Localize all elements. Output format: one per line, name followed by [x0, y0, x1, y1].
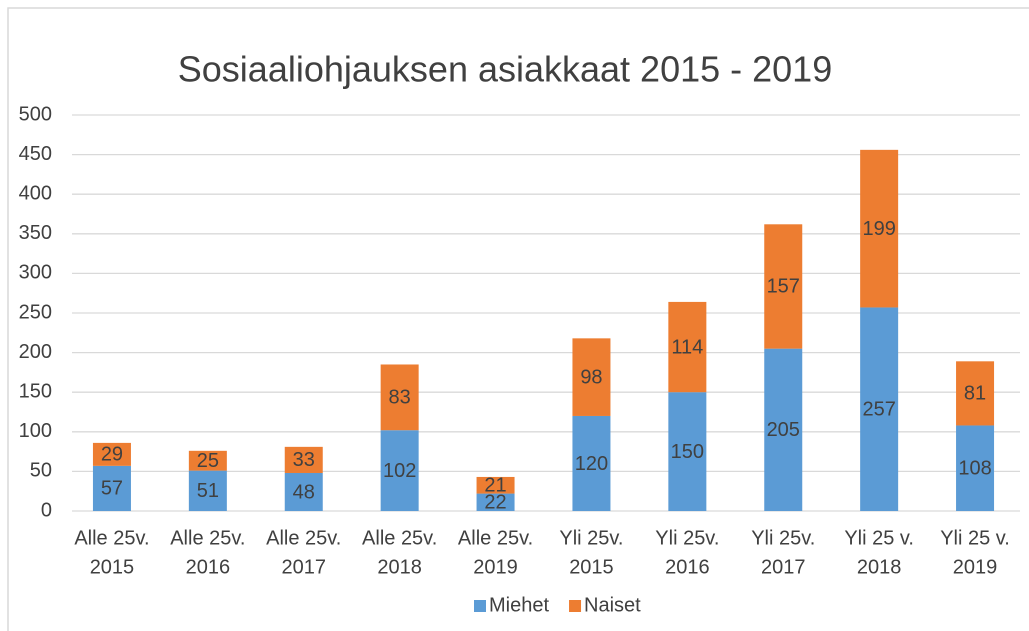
data-label: 57	[101, 478, 123, 500]
x-tick-label: Yli 25 v.	[844, 527, 914, 549]
y-tick-label: 300	[19, 262, 52, 284]
legend-label: Naiset	[584, 594, 641, 616]
data-label: 48	[293, 481, 315, 503]
data-label: 199	[862, 218, 895, 240]
bar-segment	[284, 472, 323, 511]
bar-segment	[92, 465, 131, 511]
x-tick-label: 2017	[282, 556, 327, 578]
x-tick-label: 2019	[953, 556, 998, 578]
bar-segment	[188, 470, 227, 511]
bar-segment	[380, 430, 419, 511]
bar-segment	[956, 361, 995, 426]
y-tick-label: 450	[19, 143, 52, 165]
data-label: 98	[580, 366, 602, 388]
data-label: 25	[197, 450, 219, 472]
bar-segment	[668, 301, 707, 393]
legend-label: Miehet	[489, 594, 549, 616]
bar-segment	[668, 392, 707, 511]
bar-segment	[476, 476, 515, 494]
y-tick-label: 500	[19, 103, 52, 125]
chart-frame	[7, 7, 1029, 631]
x-tick-label: 2018	[857, 556, 902, 578]
data-label: 102	[383, 460, 416, 482]
bar-segment	[860, 307, 899, 511]
y-tick-label: 50	[30, 460, 52, 482]
bar-segment	[572, 338, 611, 416]
y-tick-label: 250	[19, 301, 52, 323]
x-tick-label: Yli 25v.	[559, 527, 623, 549]
x-tick-label: 2018	[377, 556, 422, 578]
bar-segment	[956, 425, 995, 511]
x-tick-label: Yli 25v.	[655, 527, 719, 549]
x-tick-label: Alle 25v.	[362, 527, 437, 549]
chart-title: Sosiaaliohjauksen asiakkaat 2015 - 2019	[178, 49, 832, 90]
data-label: 51	[197, 480, 219, 502]
y-tick-label: 0	[41, 499, 52, 521]
bar-segment	[860, 149, 899, 308]
x-tick-label: Alle 25v.	[74, 527, 149, 549]
x-tick-label: Yli 25v.	[751, 527, 815, 549]
x-tick-label: 2016	[186, 556, 231, 578]
x-tick-label: Alle 25v.	[170, 527, 245, 549]
data-label: 120	[575, 453, 608, 475]
x-tick-label: 2016	[665, 556, 710, 578]
data-label: 108	[958, 458, 991, 480]
data-label: 205	[767, 419, 800, 441]
bar-segment	[476, 493, 515, 511]
data-label: 33	[293, 449, 315, 471]
x-tick-label: 2015	[90, 556, 135, 578]
bar-segment	[92, 442, 131, 466]
bar-segment	[380, 364, 419, 431]
data-label: 81	[964, 383, 986, 405]
legend-swatch	[474, 600, 486, 612]
data-label: 29	[101, 444, 123, 466]
bar-segment	[188, 450, 227, 471]
x-tick-label: Alle 25v.	[458, 527, 533, 549]
bar-segment	[572, 415, 611, 511]
data-label: 257	[862, 399, 895, 421]
data-label: 114	[671, 336, 703, 358]
x-tick-label: 2019	[473, 556, 518, 578]
y-tick-label: 350	[19, 222, 52, 244]
data-label: 150	[671, 441, 704, 463]
x-tick-label: Yli 25 v.	[940, 527, 1010, 549]
y-tick-label: 150	[19, 380, 52, 402]
data-label: 21	[484, 475, 506, 497]
x-tick-label: 2015	[569, 556, 614, 578]
x-tick-label: Alle 25v.	[266, 527, 341, 549]
bar-segment	[764, 348, 803, 511]
data-label: 157	[767, 276, 800, 298]
data-label: 22	[484, 492, 506, 514]
y-tick-label: 400	[19, 182, 52, 204]
legend-swatch	[569, 600, 582, 612]
data-label: 83	[389, 387, 411, 409]
x-tick-label: 2017	[761, 556, 806, 578]
y-tick-label: 100	[19, 420, 52, 442]
bar-segment	[764, 224, 803, 349]
bar-segment	[284, 446, 323, 473]
y-tick-label: 200	[19, 341, 52, 363]
